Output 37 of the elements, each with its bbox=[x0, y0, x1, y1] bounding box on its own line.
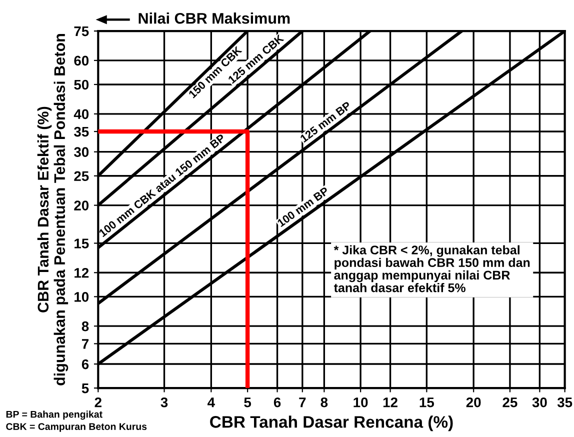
x-tick-label: 12 bbox=[383, 397, 398, 408]
y-tick-label: 35 bbox=[74, 126, 89, 137]
x-tick-label: 4 bbox=[208, 398, 215, 408]
x-tick-label: 6 bbox=[274, 397, 281, 408]
chart-title: Nilai CBR Maksimum bbox=[138, 12, 290, 24]
y-tick-label: 15 bbox=[74, 238, 89, 248]
y-tick-label: 25 bbox=[74, 171, 89, 182]
x-tick-label: 8 bbox=[320, 397, 328, 408]
y-tick-label: 5 bbox=[82, 384, 89, 394]
text: 100 mm BP bbox=[276, 186, 330, 228]
y-tick-label: 20 bbox=[74, 200, 89, 210]
x-tick-label: 30 bbox=[532, 397, 547, 408]
y-tick-label: 7 bbox=[82, 339, 89, 349]
x-tick-label: 2 bbox=[94, 397, 102, 408]
y-tick-label: 30 bbox=[74, 147, 89, 158]
y-tick-label: 12 bbox=[74, 268, 89, 278]
x-tick-label: 25 bbox=[502, 397, 518, 408]
text: 125 mm BP bbox=[300, 101, 352, 143]
x-tick-label: 3 bbox=[160, 397, 168, 408]
y-tick-label: 60 bbox=[74, 56, 89, 66]
x-tick-label: 5 bbox=[244, 398, 252, 408]
y-axis-title: CBR Tanah Dasar Efektif (%) digunakan pada Penentuan Tebal Pondasi Beton bbox=[37, 34, 68, 386]
y-tick-label: 75 bbox=[74, 26, 89, 36]
y-tick-label: 6 bbox=[82, 359, 89, 370]
x-tick-label: 15 bbox=[420, 398, 434, 408]
text: BP = Bahan pengikat bbox=[6, 410, 102, 420]
x-tick-label: 7 bbox=[299, 398, 306, 408]
y-tick-label: 50 bbox=[74, 80, 89, 90]
text: CBK = Campuran Beton Kurus bbox=[6, 423, 147, 432]
y-tick-label: 40 bbox=[74, 109, 89, 120]
x-tick-label: 10 bbox=[354, 397, 368, 408]
y-tick-label: 10 bbox=[74, 292, 89, 302]
x-tick-label: 20 bbox=[466, 397, 481, 408]
y-tick-label: 8 bbox=[82, 321, 89, 332]
x-axis-title: CBR Tanah Dasar Rencana (%) bbox=[210, 416, 453, 432]
annotation: * Jika CBR < 2%, gunakan tebal pondasi bawah CBR 150 mm dan anggap mempunyai nilai CBR tanah dasar efektif 5% bbox=[334, 245, 530, 292]
x-tick-label: 35 bbox=[557, 397, 572, 408]
